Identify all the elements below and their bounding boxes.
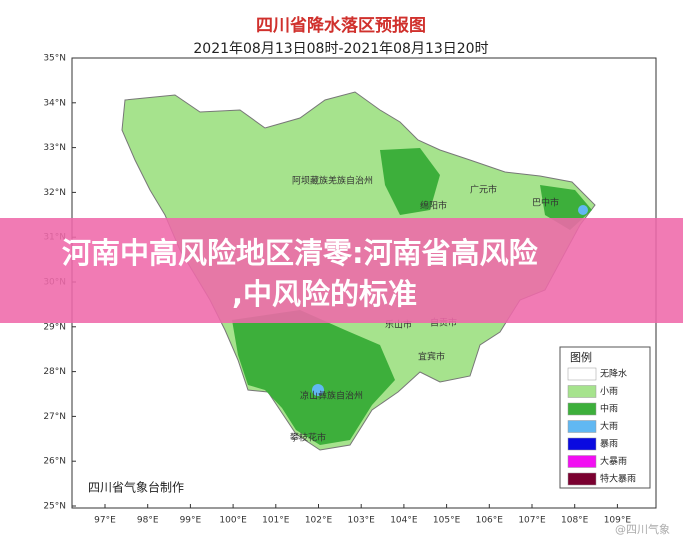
lat-label: 26°N — [43, 457, 66, 467]
lon-label: 100°E — [219, 516, 247, 526]
legend-swatch — [567, 472, 597, 486]
legend-swatch — [567, 455, 597, 468]
map-subtitle: 2021年08月13日08时-2021年08月13日20时 — [193, 41, 488, 57]
heavy-rain-spot — [312, 384, 324, 396]
lon-label: 102°E — [305, 516, 333, 526]
lon-label: 104°E — [390, 516, 418, 526]
lon-label: 109°E — [604, 516, 632, 526]
lat-label: 33°N — [43, 143, 66, 153]
lat-label: 29°N — [43, 322, 66, 332]
banner-line: 河南中高风险地区清零:河南省高风险 — [62, 236, 539, 270]
credit: 四川省气象台制作 — [88, 480, 184, 495]
lat-label: 27°N — [43, 412, 66, 422]
legend-swatch — [567, 420, 597, 433]
place-label: 攀枝花市 — [290, 432, 326, 444]
place-label: 阿坝藏族羌族自治州 — [292, 175, 373, 187]
lat-label: 35°N — [43, 54, 66, 64]
legend-swatch — [567, 402, 597, 416]
place-label: 广元市 — [470, 184, 497, 196]
lon-label: 105°E — [433, 516, 461, 526]
legend-label: 特大暴雨 — [600, 473, 636, 485]
legend-title: 图例 — [570, 350, 592, 364]
lon-label: 107°E — [518, 516, 546, 526]
moderate-rain-area — [380, 148, 440, 215]
legend-label: 大雨 — [600, 420, 618, 432]
lon-label: 99°E — [180, 516, 202, 526]
legend-label: 小雨 — [600, 386, 618, 397]
lat-label: 34°N — [43, 98, 66, 108]
legend-label: 中雨 — [600, 403, 618, 415]
legend-swatch — [567, 367, 597, 381]
place-label: 宜宾市 — [418, 351, 445, 363]
banner-line: ,中风险的标准 — [232, 277, 417, 311]
lon-label: 103°E — [348, 516, 376, 526]
lat-label: 25°N — [43, 502, 66, 512]
legend-swatch — [567, 437, 597, 451]
legend-swatch — [567, 385, 597, 398]
lon-label: 97°E — [94, 516, 116, 526]
lat-label: 32°N — [43, 188, 66, 198]
watermark: @四川气象 — [615, 522, 670, 536]
place-label: 巴中市 — [532, 197, 559, 209]
map-title: 四川省降水落区预报图 — [256, 15, 426, 36]
place-label: 凉山彝族自治州 — [300, 390, 363, 402]
lon-label: 101°E — [262, 516, 290, 526]
heavy-rain-spot — [578, 205, 588, 215]
legend-label: 无降水 — [600, 368, 627, 380]
banner — [0, 218, 683, 323]
lon-label: 108°E — [561, 516, 589, 526]
lon-label: 106°E — [476, 516, 504, 526]
lon-label: 98°E — [137, 516, 159, 526]
legend-label: 暴雨 — [600, 439, 618, 450]
legend-label: 大暴雨 — [600, 455, 627, 467]
moderate-rain-area — [232, 310, 395, 445]
place-label: 绵阳市 — [420, 200, 447, 212]
lat-label: 28°N — [43, 367, 66, 377]
